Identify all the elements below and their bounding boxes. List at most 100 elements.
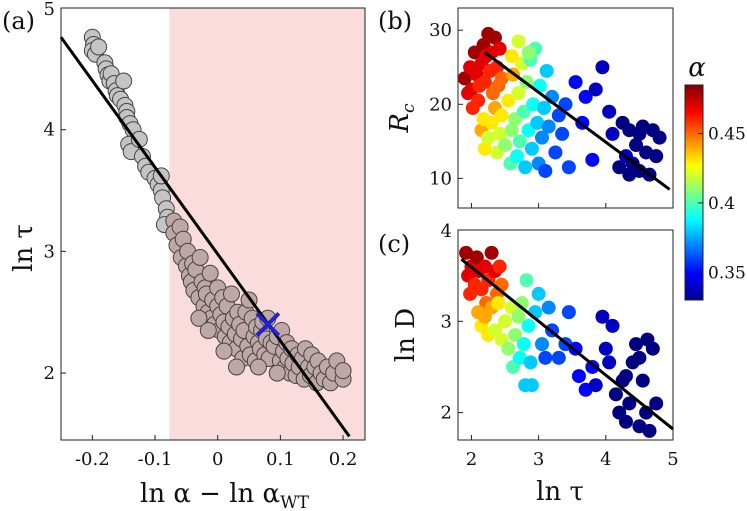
- data-point: [523, 355, 538, 370]
- data-point: [618, 414, 633, 429]
- panel-b-x-ticks: [470, 203, 674, 208]
- y-tick-label: 20: [429, 94, 452, 115]
- data-point: [632, 126, 647, 141]
- panel-b-fit-line: [483, 51, 671, 191]
- data-point: [484, 115, 499, 130]
- data-point: [612, 160, 627, 175]
- wild-type-marker: [255, 311, 281, 337]
- panel-a-x-label-main: ln α − ln α: [140, 479, 280, 509]
- data-point: [649, 149, 664, 164]
- colorbar-tick-label: 0.35: [708, 263, 746, 283]
- data-point: [268, 364, 286, 382]
- panel-b-y-label-sub: c: [399, 103, 419, 113]
- y-tick-label: 30: [429, 20, 452, 41]
- x-tick-label: 3: [533, 449, 544, 470]
- data-point: [605, 126, 620, 141]
- data-point: [511, 34, 526, 49]
- colorbar-gradient: [684, 84, 704, 301]
- data-point: [635, 373, 650, 388]
- data-point: [551, 350, 566, 365]
- x-tick-label: 0.2: [329, 449, 358, 470]
- data-point: [622, 167, 637, 182]
- y-tick-label: 4: [44, 120, 55, 141]
- data-point: [538, 163, 553, 178]
- data-point: [605, 318, 620, 333]
- data-point: [622, 396, 637, 411]
- data-point: [492, 126, 507, 141]
- data-point: [561, 305, 576, 320]
- colorbar-tick-label: 0.4: [708, 194, 735, 214]
- panel-b-label: (b): [378, 7, 412, 35]
- panel-a-frame: [60, 7, 366, 441]
- data-point: [477, 75, 492, 90]
- data-point: [492, 259, 507, 274]
- panel-a-points: [83, 28, 352, 392]
- x-tick-label: -0.2: [75, 449, 110, 470]
- data-point: [484, 245, 499, 260]
- colorbar-label: α: [688, 53, 706, 83]
- data-point: [645, 341, 660, 356]
- x-tick-label: 4: [600, 449, 611, 470]
- data-point: [602, 355, 617, 370]
- data-point: [516, 337, 531, 352]
- panel-c-frame: [457, 229, 674, 441]
- panel-b: 10 20 30 (b) Rc: [378, 7, 674, 209]
- data-point: [526, 97, 541, 112]
- y-tick-label: 3: [44, 241, 55, 262]
- y-tick-label: 4: [441, 221, 452, 242]
- data-point: [228, 358, 246, 376]
- data-point: [551, 108, 566, 123]
- data-point: [215, 342, 233, 360]
- data-point: [459, 245, 474, 260]
- data-point: [492, 41, 507, 56]
- data-point: [516, 104, 531, 119]
- data-point: [477, 141, 492, 156]
- panel-a-x-ticks: -0.2 -0.1 0 0.1 0.2: [75, 435, 357, 470]
- data-point: [469, 250, 484, 265]
- panel-c-fit-line: [460, 258, 674, 431]
- data-point: [249, 358, 267, 376]
- data-point: [518, 160, 533, 175]
- data-point: [642, 423, 657, 438]
- data-point: [538, 350, 553, 365]
- data-point: [588, 82, 603, 97]
- data-point: [504, 49, 519, 64]
- data-point: [191, 248, 209, 266]
- marker-stroke: [255, 311, 281, 337]
- data-point: [90, 38, 108, 56]
- data-point: [571, 369, 586, 384]
- panel-c-x-ticks: 2 3 4 5: [466, 435, 679, 470]
- data-point: [602, 104, 617, 119]
- data-point: [537, 101, 551, 115]
- data-point: [629, 138, 644, 153]
- data-point: [561, 160, 576, 175]
- data-point: [632, 350, 647, 365]
- data-point: [199, 321, 217, 339]
- panel-c-y-label: ln D: [391, 308, 421, 362]
- x-tick-label: 0: [212, 449, 223, 470]
- y-tick-label: 5: [44, 0, 55, 20]
- data-point: [471, 93, 486, 108]
- data-point: [487, 30, 502, 45]
- y-tick-label: 10: [429, 168, 452, 189]
- data-point: [457, 71, 472, 86]
- data-point: [521, 318, 536, 333]
- data-point: [524, 378, 539, 393]
- x-tick-label: -0.1: [138, 449, 173, 470]
- data-point: [595, 309, 610, 324]
- panel-c-y-ticks: 2 3 4: [441, 221, 463, 424]
- data-point: [568, 75, 583, 90]
- data-point: [608, 387, 623, 402]
- data-point: [531, 286, 546, 301]
- data-point: [588, 378, 603, 393]
- data-point: [598, 341, 613, 356]
- data-point: [511, 86, 526, 101]
- x-tick-label: 5: [667, 449, 678, 470]
- data-point: [491, 296, 506, 311]
- data-point: [190, 309, 208, 327]
- x-tick-label: 0.1: [266, 449, 295, 470]
- data-point: [508, 328, 523, 342]
- data-point: [481, 130, 496, 145]
- data-point: [512, 134, 527, 149]
